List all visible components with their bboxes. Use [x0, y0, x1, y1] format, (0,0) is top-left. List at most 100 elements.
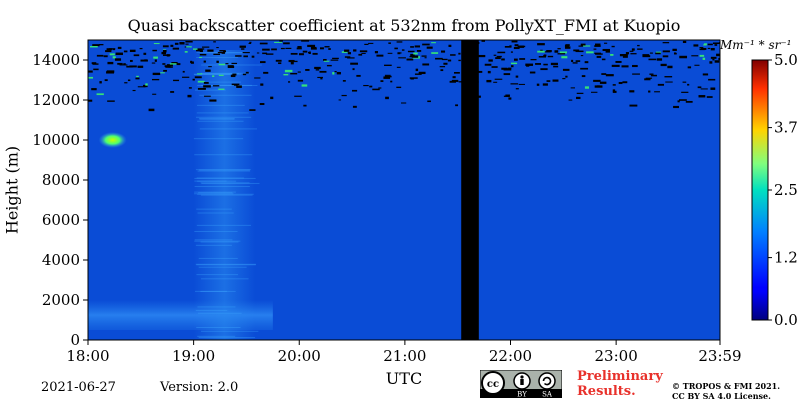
- noise-speck: [568, 99, 573, 101]
- noise-speck: [662, 42, 670, 44]
- noise-speck: [431, 52, 439, 54]
- noise-speck: [584, 61, 589, 64]
- noise-speck: [197, 80, 205, 83]
- plume-texture: [194, 89, 226, 91]
- noise-speck: [288, 81, 291, 83]
- noise-speck: [648, 58, 657, 61]
- noise-speck: [323, 60, 330, 62]
- noise-speck: [154, 59, 157, 62]
- noise-speck: [218, 88, 225, 90]
- noise-speck: [353, 49, 357, 52]
- noise-speck: [336, 71, 341, 75]
- noise-speck: [245, 71, 249, 74]
- noise-speck: [108, 48, 116, 50]
- noise-speck: [135, 77, 140, 80]
- noise-speck: [700, 88, 708, 90]
- noise-speck: [185, 40, 193, 43]
- plume-texture: [201, 182, 260, 184]
- noise-speck: [396, 41, 403, 43]
- plume-texture: [194, 240, 241, 242]
- plume-texture: [197, 335, 236, 337]
- noise-speck: [488, 59, 493, 62]
- noise-speck: [256, 52, 260, 54]
- colorbar-tick-label: 2.5: [774, 181, 798, 199]
- noise-speck: [162, 49, 167, 53]
- noise-speck: [662, 55, 669, 58]
- x-tick-label: 18:00: [66, 347, 109, 365]
- noise-speck: [151, 62, 156, 64]
- noise-speck: [503, 73, 511, 76]
- noise-speck: [396, 66, 401, 68]
- noise-speck: [219, 50, 226, 52]
- plume-texture: [200, 194, 253, 196]
- noise-speck: [682, 81, 687, 83]
- noise-speck: [173, 79, 180, 82]
- noise-speck: [596, 55, 602, 58]
- noise-speck: [129, 49, 136, 52]
- noise-speck: [660, 63, 667, 67]
- noise-speck: [510, 83, 519, 85]
- x-tick-label: 19:00: [172, 347, 215, 365]
- noise-speck: [605, 74, 614, 77]
- noise-speck: [182, 70, 185, 73]
- noise-speck: [216, 47, 219, 49]
- chart-title: Quasi backscatter coefficient at 532nm f…: [127, 16, 681, 35]
- colorbar-units-label: Mm⁻¹ * sr⁻¹: [720, 38, 792, 52]
- plume-texture: [198, 192, 233, 194]
- noise-speck: [299, 53, 304, 56]
- noise-speck: [341, 51, 348, 53]
- preliminary-results-note: Preliminary Results.: [577, 369, 663, 399]
- noise-speck: [410, 78, 414, 80]
- noise-speck: [347, 52, 352, 55]
- noise-speck: [249, 41, 252, 43]
- noise-speck: [681, 91, 689, 93]
- noise-speck: [241, 48, 245, 50]
- noise-speck: [303, 104, 307, 107]
- plume-texture: [200, 84, 253, 86]
- noise-speck: [642, 54, 650, 56]
- cc-logo-icon: [481, 371, 505, 395]
- aerosol-plume: [193, 50, 256, 340]
- noise-speck: [312, 52, 318, 55]
- noise-speck: [235, 55, 242, 57]
- cc-license-badge: cc BY SA: [480, 370, 562, 398]
- noise-speck: [162, 54, 171, 56]
- noise-speck: [414, 73, 422, 75]
- noise-speck: [385, 96, 389, 100]
- plume-texture: [201, 64, 262, 66]
- noise-speck: [123, 50, 128, 53]
- noise-speck: [699, 48, 705, 51]
- noise-speck: [320, 77, 323, 80]
- noise-speck: [439, 66, 446, 68]
- noise-speck: [443, 62, 448, 65]
- noise-speck: [217, 51, 226, 54]
- noise-speck: [557, 48, 561, 50]
- by-text: BY: [517, 391, 527, 399]
- noise-speck: [209, 99, 217, 102]
- noise-speck: [409, 77, 418, 79]
- x-axis: 18:00 19:00 20:00 21:00 22:00 23:00 23:59: [66, 340, 742, 365]
- noise-speck: [91, 88, 97, 91]
- noise-speck: [137, 86, 146, 88]
- noise-speck: [575, 50, 584, 53]
- plume-texture: [197, 306, 236, 308]
- noise-speck: [172, 47, 180, 50]
- noise-speck: [305, 69, 310, 71]
- noise-speck: [672, 48, 677, 51]
- noise-speck: [166, 54, 170, 57]
- noise-speck: [515, 75, 519, 78]
- noise-speck: [361, 52, 366, 54]
- noise-speck: [687, 83, 690, 86]
- noise-speck: [449, 80, 456, 83]
- noise-speck: [231, 83, 240, 86]
- noise-speck: [112, 48, 116, 51]
- noise-speck: [301, 84, 308, 87]
- noise-speck: [260, 83, 264, 86]
- plume-texture: [194, 191, 236, 193]
- noise-speck: [106, 71, 114, 74]
- noise-speck: [334, 71, 337, 73]
- plume-texture: [194, 193, 234, 195]
- plume-texture: [196, 112, 249, 114]
- noise-speck: [510, 51, 513, 53]
